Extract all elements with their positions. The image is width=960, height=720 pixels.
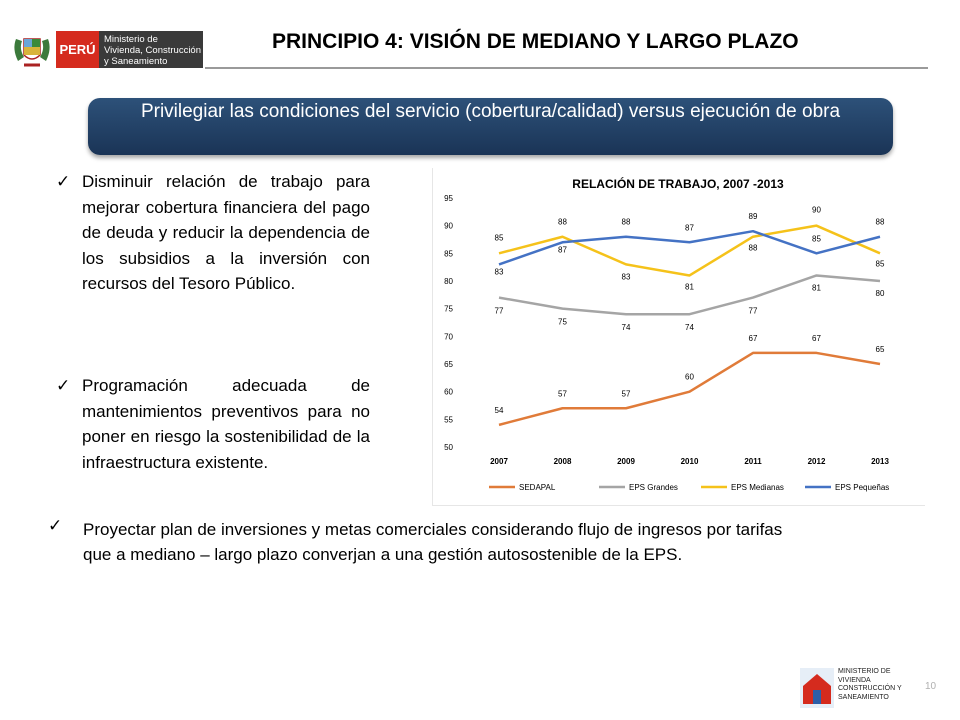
data-label: 54 bbox=[495, 406, 504, 415]
footer-ministry-name: MINISTERIO DE VIVIENDA CONSTRUCCIÓN Y SA… bbox=[838, 668, 902, 702]
data-label: 83 bbox=[495, 267, 504, 276]
y-tick-label: 90 bbox=[444, 222, 453, 231]
data-label: 90 bbox=[812, 206, 821, 215]
data-label: 65 bbox=[876, 345, 885, 354]
logo-ministry-name: Ministerio de Vivienda, Construcción y S… bbox=[99, 31, 203, 68]
legend-label: SEDAPAL bbox=[519, 483, 556, 492]
x-tick-label: 2012 bbox=[808, 457, 826, 466]
x-tick-label: 2010 bbox=[681, 457, 699, 466]
x-tick-label: 2009 bbox=[617, 457, 635, 466]
page-number: 10 bbox=[925, 681, 937, 692]
footer-ministry-line: CONSTRUCCIÓN Y bbox=[838, 685, 902, 692]
data-label: 85 bbox=[495, 233, 504, 242]
data-label: 80 bbox=[876, 289, 885, 298]
data-label: 77 bbox=[749, 307, 758, 316]
data-label: 88 bbox=[749, 244, 758, 253]
data-label: 75 bbox=[558, 318, 567, 327]
series-line-eps-medianas bbox=[498, 224, 881, 277]
bullet-text: Programación adecuada de mantenimientos … bbox=[82, 376, 370, 472]
legend-label: EPS Pequeñas bbox=[835, 483, 889, 492]
data-label: 83 bbox=[622, 272, 631, 281]
bullet-item: ✓ Proyectar plan de inversiones y metas … bbox=[48, 516, 783, 567]
data-label: 67 bbox=[812, 334, 821, 343]
logo-ministry-line: Vivienda, Construcción bbox=[104, 45, 201, 56]
coat-of-arms-icon bbox=[14, 38, 50, 67]
data-label: 67 bbox=[749, 334, 758, 343]
bullet-text: Proyectar plan de inversiones y metas co… bbox=[83, 520, 783, 564]
logo-ministry-line: Ministerio de bbox=[104, 34, 158, 45]
principle-banner: Privilegiar las condiciones del servicio… bbox=[88, 98, 893, 155]
footer-ministry-line: VIVIENDA bbox=[838, 676, 871, 684]
ministry-logo: PERÚ Ministerio de Vivienda, Construcció… bbox=[10, 27, 203, 71]
data-label: 85 bbox=[812, 234, 821, 243]
y-tick-label: 80 bbox=[444, 277, 453, 286]
bullet-item: ✓ Disminuir relación de trabajo para mej… bbox=[56, 169, 370, 297]
data-label: 74 bbox=[622, 323, 631, 332]
house-icon bbox=[800, 668, 834, 708]
footer-ministry-line: SANEAMIENTO bbox=[838, 693, 889, 701]
logo-ministry-line: y Saneamiento bbox=[104, 56, 168, 67]
data-label: 57 bbox=[558, 389, 567, 398]
y-tick-label: 95 bbox=[444, 194, 453, 203]
data-label: 88 bbox=[558, 218, 567, 227]
data-label: 77 bbox=[495, 307, 504, 316]
y-tick-label: 70 bbox=[444, 332, 453, 341]
data-label: 81 bbox=[812, 283, 821, 292]
footer-ministry-line: MINISTERIO DE bbox=[838, 668, 891, 675]
line-chart: 50 55 60 65 70 75 80 85 90 95 2007 2008 2009 2010 2011… bbox=[444, 194, 889, 492]
y-tick-label: 50 bbox=[444, 443, 453, 452]
data-label: 81 bbox=[685, 282, 694, 291]
x-tick-label: 2013 bbox=[871, 457, 889, 466]
data-label: 87 bbox=[558, 245, 567, 254]
series-line-eps-pequeñas bbox=[498, 229, 881, 266]
series-line-sedapal bbox=[498, 351, 881, 427]
data-label: 85 bbox=[876, 259, 885, 268]
title-divider bbox=[205, 67, 928, 69]
chart-panel: 50 55 60 65 70 75 80 85 90 95 2007 2008 2009 2010 2011… bbox=[432, 168, 925, 506]
footer-ministry-logo bbox=[800, 664, 920, 714]
checkmark-icon: ✓ bbox=[48, 516, 63, 535]
data-label: 60 bbox=[685, 373, 694, 382]
chart-title: RELACIÓN DE TRABAJO, 2007 -2013 bbox=[572, 177, 784, 191]
data-label: 88 bbox=[876, 218, 885, 227]
legend-label: EPS Medianas bbox=[731, 483, 784, 492]
page-title: PRINCIPIO 4: VISIÓN DE MEDIANO Y LARGO P… bbox=[272, 30, 799, 53]
data-label: 87 bbox=[685, 223, 694, 232]
series-line-eps-grandes bbox=[498, 274, 881, 316]
x-tick-label: 2011 bbox=[744, 457, 762, 466]
data-label: 57 bbox=[622, 389, 631, 398]
logo-country: PERÚ bbox=[56, 31, 99, 68]
data-label: 89 bbox=[749, 212, 758, 221]
bullet-item: ✓ Programación adecuada de mantenimiento… bbox=[56, 373, 370, 475]
data-label: 74 bbox=[685, 323, 694, 332]
checkmark-icon: ✓ bbox=[56, 172, 71, 191]
y-tick-label: 75 bbox=[444, 305, 453, 314]
x-tick-label: 2008 bbox=[554, 457, 572, 466]
y-tick-label: 60 bbox=[444, 388, 453, 397]
x-tick-label: 2007 bbox=[490, 457, 508, 466]
data-label: 88 bbox=[622, 218, 631, 227]
y-tick-label: 85 bbox=[444, 249, 453, 258]
checkmark-icon: ✓ bbox=[56, 376, 71, 395]
legend-label: EPS Grandes bbox=[629, 483, 678, 492]
y-tick-label: 65 bbox=[444, 360, 453, 369]
bullet-text: Disminuir relación de trabajo para mejor… bbox=[82, 172, 370, 293]
y-tick-label: 55 bbox=[444, 415, 453, 424]
